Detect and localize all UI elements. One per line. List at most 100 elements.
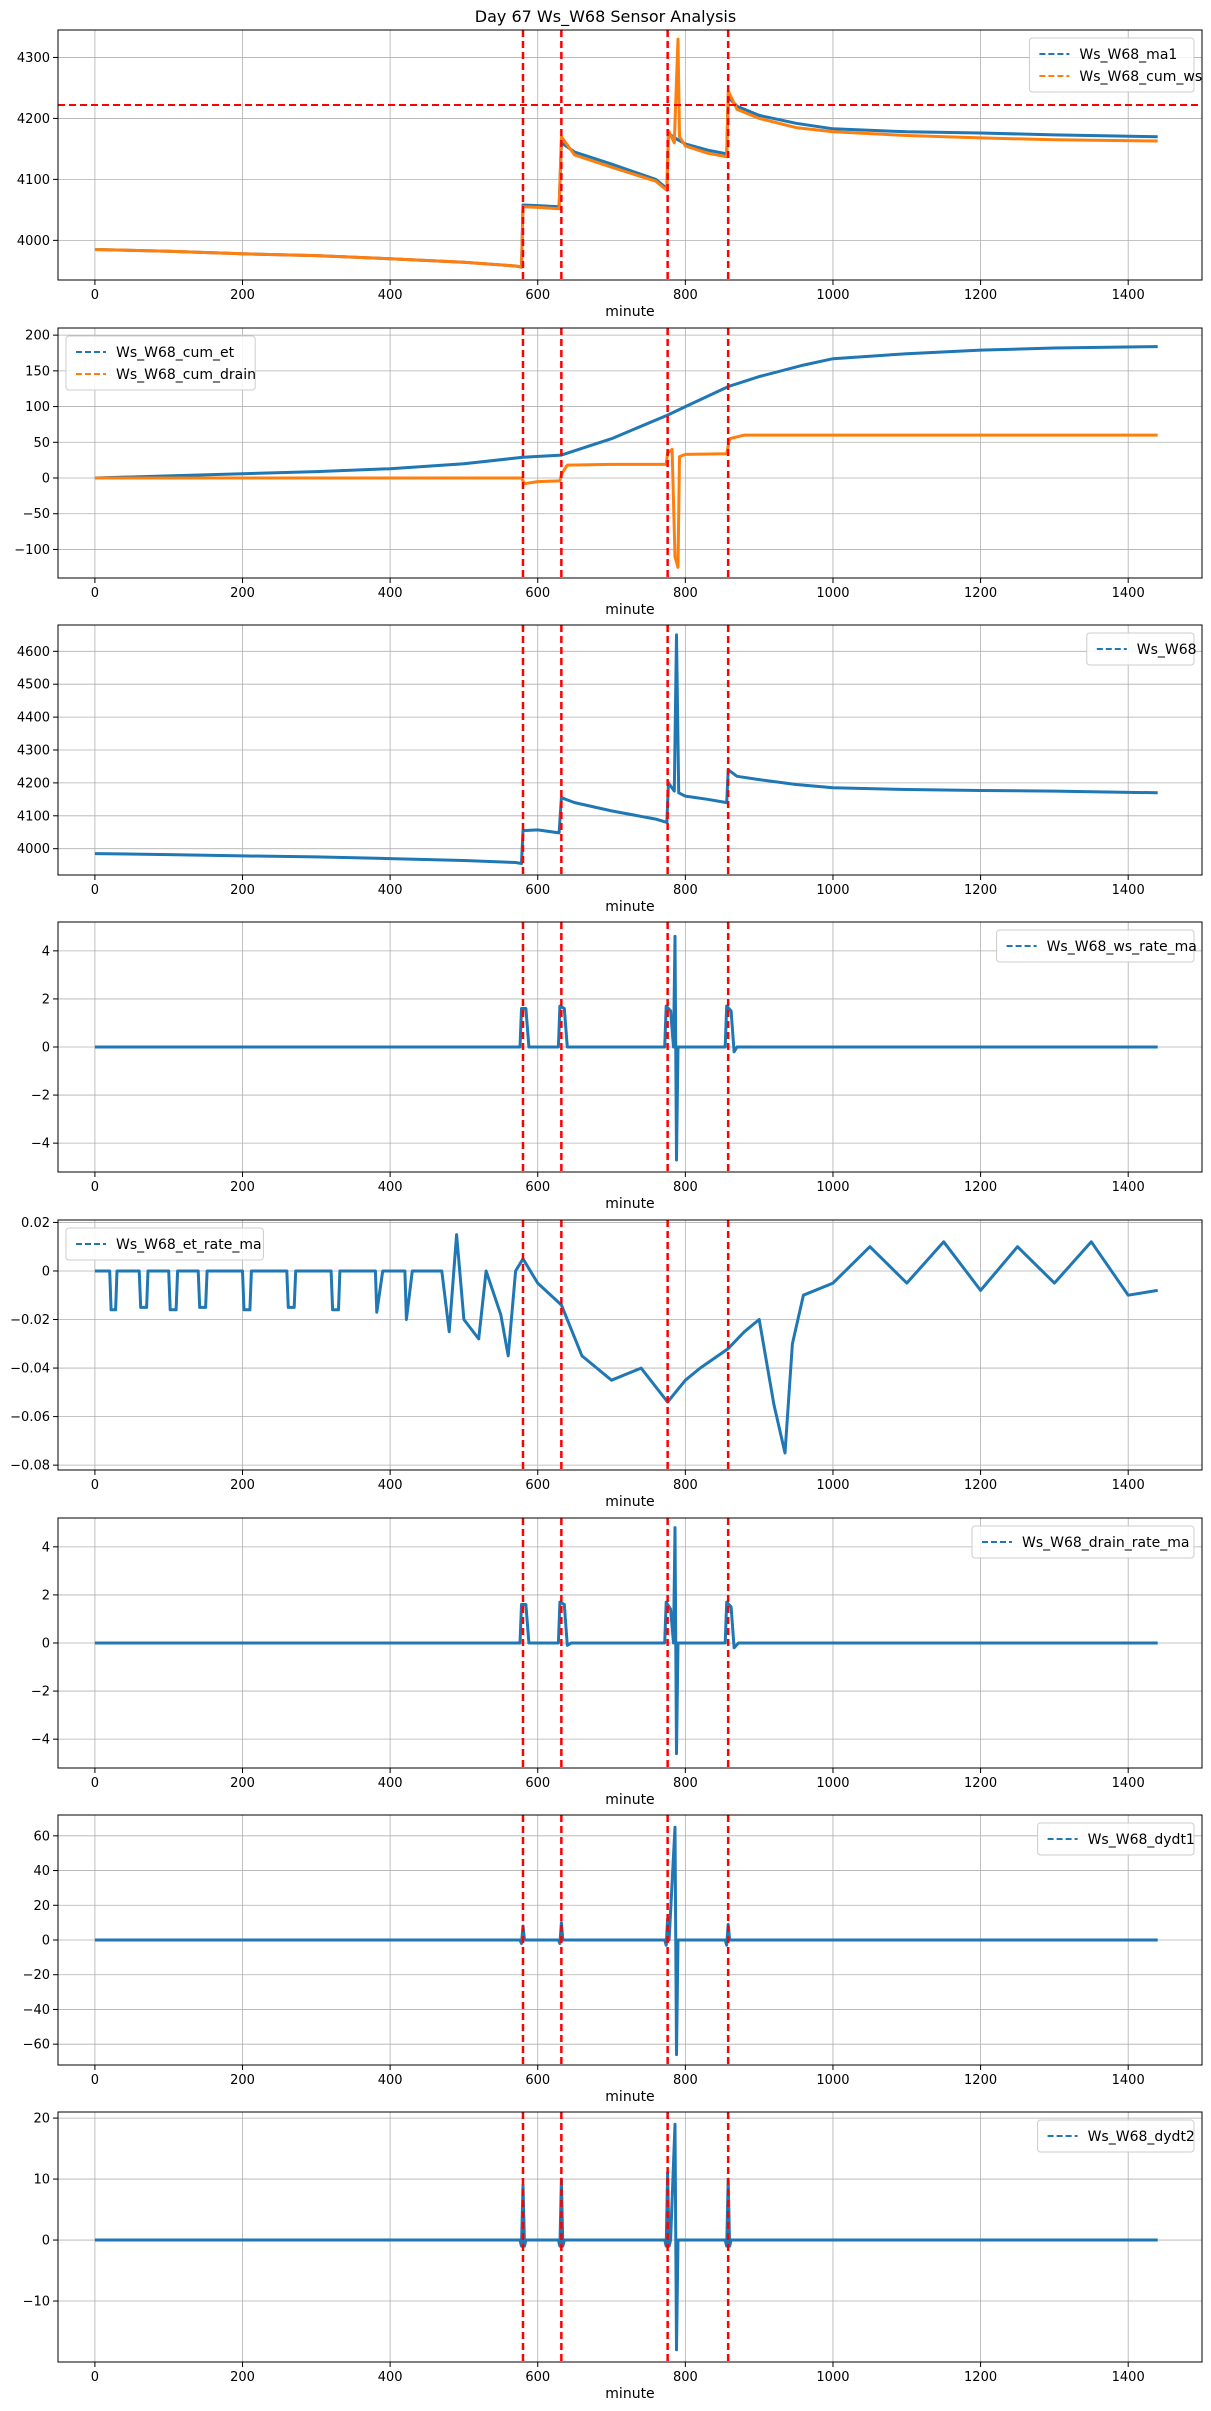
x-tick-label: 1000 [816,1180,849,1195]
y-tick-label: 60 [33,1829,50,1844]
x-tick-label: 0 [91,1776,99,1791]
y-tick-label: −0.06 [10,1410,50,1425]
legend: Ws_W68_drain_rate_ma [971,1525,1195,1559]
y-tick-label: −60 [23,2038,50,2053]
chart-panels: 0 200 400 600 800 1000 1200 1400400041004200430… [10,29,1203,2402]
x-axis-label: minute [605,1196,654,1212]
x-tick-label: 200 [230,883,255,898]
x-tick-label: 200 [230,1478,255,1493]
plot-area [94,625,1158,875]
legend: Ws_W68_cum_et Ws_W68_cum_drain [65,335,256,391]
y-tick-label: 4 [42,944,50,959]
y-tick-label: 100 [25,400,50,415]
x-tick-label: 1000 [816,2370,849,2385]
y-tick-label: 4000 [17,234,50,249]
x-tick-label: 800 [673,586,698,601]
y-tick-label: 0 [42,1934,50,1949]
y-tick-label: 4100 [17,173,50,188]
legend-box [65,1227,264,1261]
x-tick-label: 400 [378,2073,403,2088]
series-line-Ws_W68_cum_et [94,345,1158,480]
legend-box [1028,37,1195,93]
x-tick-label: 800 [673,288,698,303]
y-tick-label: 4200 [17,112,50,127]
axes-frame [57,327,1203,579]
x-tick-label: 0 [91,1478,99,1493]
y-tick-label: 2 [42,1588,50,1603]
legend-box [1037,1822,1195,1856]
legend: Ws_W68_ma1 Ws_W68_cum_ws [1028,37,1202,93]
x-tick-label: 400 [378,1776,403,1791]
x-tick-label: 200 [230,1776,255,1791]
x-tick-label: 800 [673,2370,698,2385]
chart-panel-8: 0 200 400 600 800 1000 1200 1400 −10 0 10 20 minute W… [23,2111,1203,2402]
x-axis-label: minute [605,2386,654,2402]
y-tick-label: −50 [23,507,50,522]
plot-area [94,1518,1158,1768]
x-tick-label: 1000 [816,2073,849,2088]
y-tick-label: −10 [23,2295,50,2310]
plot-area [94,1815,1158,2065]
x-tick-label: 600 [525,2370,550,2385]
legend-label: Ws_W68_ws_rate_ma [1047,939,1197,955]
chart-panel-2: 0 200 400 600 800 1000 1200 1400 −100 −50 0 50 100 15… [14,327,1203,618]
x-tick-label: 1200 [964,586,997,601]
legend: Ws_W68 [1086,632,1197,666]
x-tick-label: 200 [230,1180,255,1195]
y-tick-label: 4200 [17,776,50,791]
legend-box [1037,2119,1195,2153]
x-tick-label: 0 [91,2370,99,2385]
y-tick-label: 4300 [17,51,50,66]
y-tick-label: 4100 [17,809,50,824]
y-tick-label: −40 [23,2003,50,2018]
x-tick-label: 1400 [1112,1776,1145,1791]
y-tick-label: 0 [42,1637,50,1652]
x-tick-label: 0 [91,2073,99,2088]
x-tick-label: 1000 [816,288,849,303]
x-tick-label: 200 [230,2370,255,2385]
legend-label: Ws_W68_cum_ws [1079,69,1202,85]
legend-label: Ws_W68_drain_rate_ma [1022,1535,1189,1551]
y-tick-label: −20 [23,1968,50,1983]
chart-panel-3: 0 200 400 600 800 1000 1200 1400 4000 4100 4200 430… [17,624,1203,915]
x-tick-label: 400 [378,883,403,898]
axes-frame [57,1219,1203,1471]
legend-box [971,1525,1195,1559]
x-axis-label: minute [605,1792,654,1808]
x-tick-label: 600 [525,883,550,898]
axes-frame [57,2111,1203,2363]
y-tick-label: 40 [33,1864,50,1879]
x-tick-label: 1200 [964,883,997,898]
legend-label: Ws_W68_cum_drain [116,367,256,383]
x-axis-label: minute [605,602,654,618]
plot-area [94,922,1158,1172]
x-tick-label: 600 [525,2073,550,2088]
x-tick-label: 400 [378,2370,403,2385]
y-tick-label: −0.02 [10,1313,50,1328]
axes-frame [57,29,1203,281]
x-tick-label: 1400 [1112,1478,1145,1493]
x-tick-label: 1000 [816,1478,849,1493]
x-tick-label: 0 [91,883,99,898]
legend-label: Ws_W68_et_rate_ma [116,1237,262,1253]
y-tick-label: 20 [33,2112,50,2127]
y-tick-label: −2 [31,1089,50,1104]
x-tick-label: 400 [378,288,403,303]
figure-title: Day 67 Ws_W68 Sensor Analysis [475,7,736,27]
y-tick-label: −0.08 [10,1459,50,1474]
series-line-Ws_W68_dydt2 [94,2122,1158,2352]
x-tick-label: 1400 [1112,586,1145,601]
series-line-Ws_W68_et_rate_ma [94,1233,1158,1455]
x-tick-label: 200 [230,2073,255,2088]
x-tick-label: 1400 [1112,2370,1145,2385]
x-tick-label: 1000 [816,1776,849,1791]
chart-panel-1: 0 200 400 600 800 1000 1200 1400 4000 4100 4200 430… [17,29,1203,320]
chart-panel-4: 0 200 400 600 800 1000 1200 1400 −4 −2 0 2 4 minute Ws… [31,921,1203,1212]
legend-label: Ws_W68_dydt2 [1088,2129,1195,2145]
y-tick-label: 2 [42,992,50,1007]
x-tick-label: 1200 [964,288,997,303]
y-tick-label: −2 [31,1685,50,1700]
chart-panel-5: 0 200 400 600 800 1000 1200 1400 −0.08 −0.06 −0.04… [10,1216,1203,1510]
x-tick-label: 0 [91,586,99,601]
x-tick-label: 600 [525,586,550,601]
